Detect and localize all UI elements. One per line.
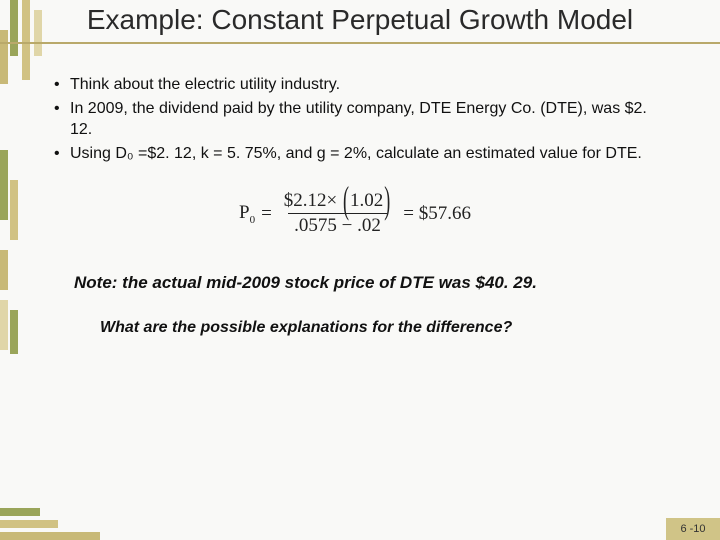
formula-denominator: .0575 − .02 (288, 213, 387, 237)
formula-fraction: $2.12× (1.02) .0575 − .02 (278, 191, 397, 238)
formula-lhs-sub: 0 (250, 214, 256, 226)
bullet-item: Using D₀ =$2. 12, k = 5. 75%, and g = 2%… (54, 143, 670, 165)
content-area: Think about the electric utility industr… (0, 44, 720, 347)
formula-block: P0 = $2.12× (1.02) .0575 − .02 = $57.66 (40, 191, 670, 238)
formula-numerator: $2.12× (1.02) (278, 191, 397, 214)
question-line: What are the possible explanations for t… (100, 319, 670, 337)
bullet-list: Think about the electric utility industr… (40, 74, 670, 164)
bullet-item: Think about the electric utility industr… (54, 74, 670, 96)
formula-result: = $57.66 (403, 203, 471, 225)
formula: P0 = $2.12× (1.02) .0575 − .02 = $57.66 (239, 191, 471, 238)
title-area: Example: Constant Perpetual Growth Model (0, 0, 720, 44)
accent-h-2 (0, 520, 58, 528)
page-title: Example: Constant Perpetual Growth Model (60, 4, 660, 36)
formula-eq: = (261, 203, 272, 225)
formula-lhs: P0 (239, 202, 255, 226)
page-number: 6 -10 (666, 518, 720, 540)
accent-h-3 (0, 532, 100, 540)
bullet-item: In 2009, the dividend paid by the utilit… (54, 98, 670, 141)
note-line: Note: the actual mid-2009 stock price of… (74, 273, 670, 293)
accent-h-1 (0, 508, 40, 516)
formula-lhs-label: P (239, 202, 250, 223)
